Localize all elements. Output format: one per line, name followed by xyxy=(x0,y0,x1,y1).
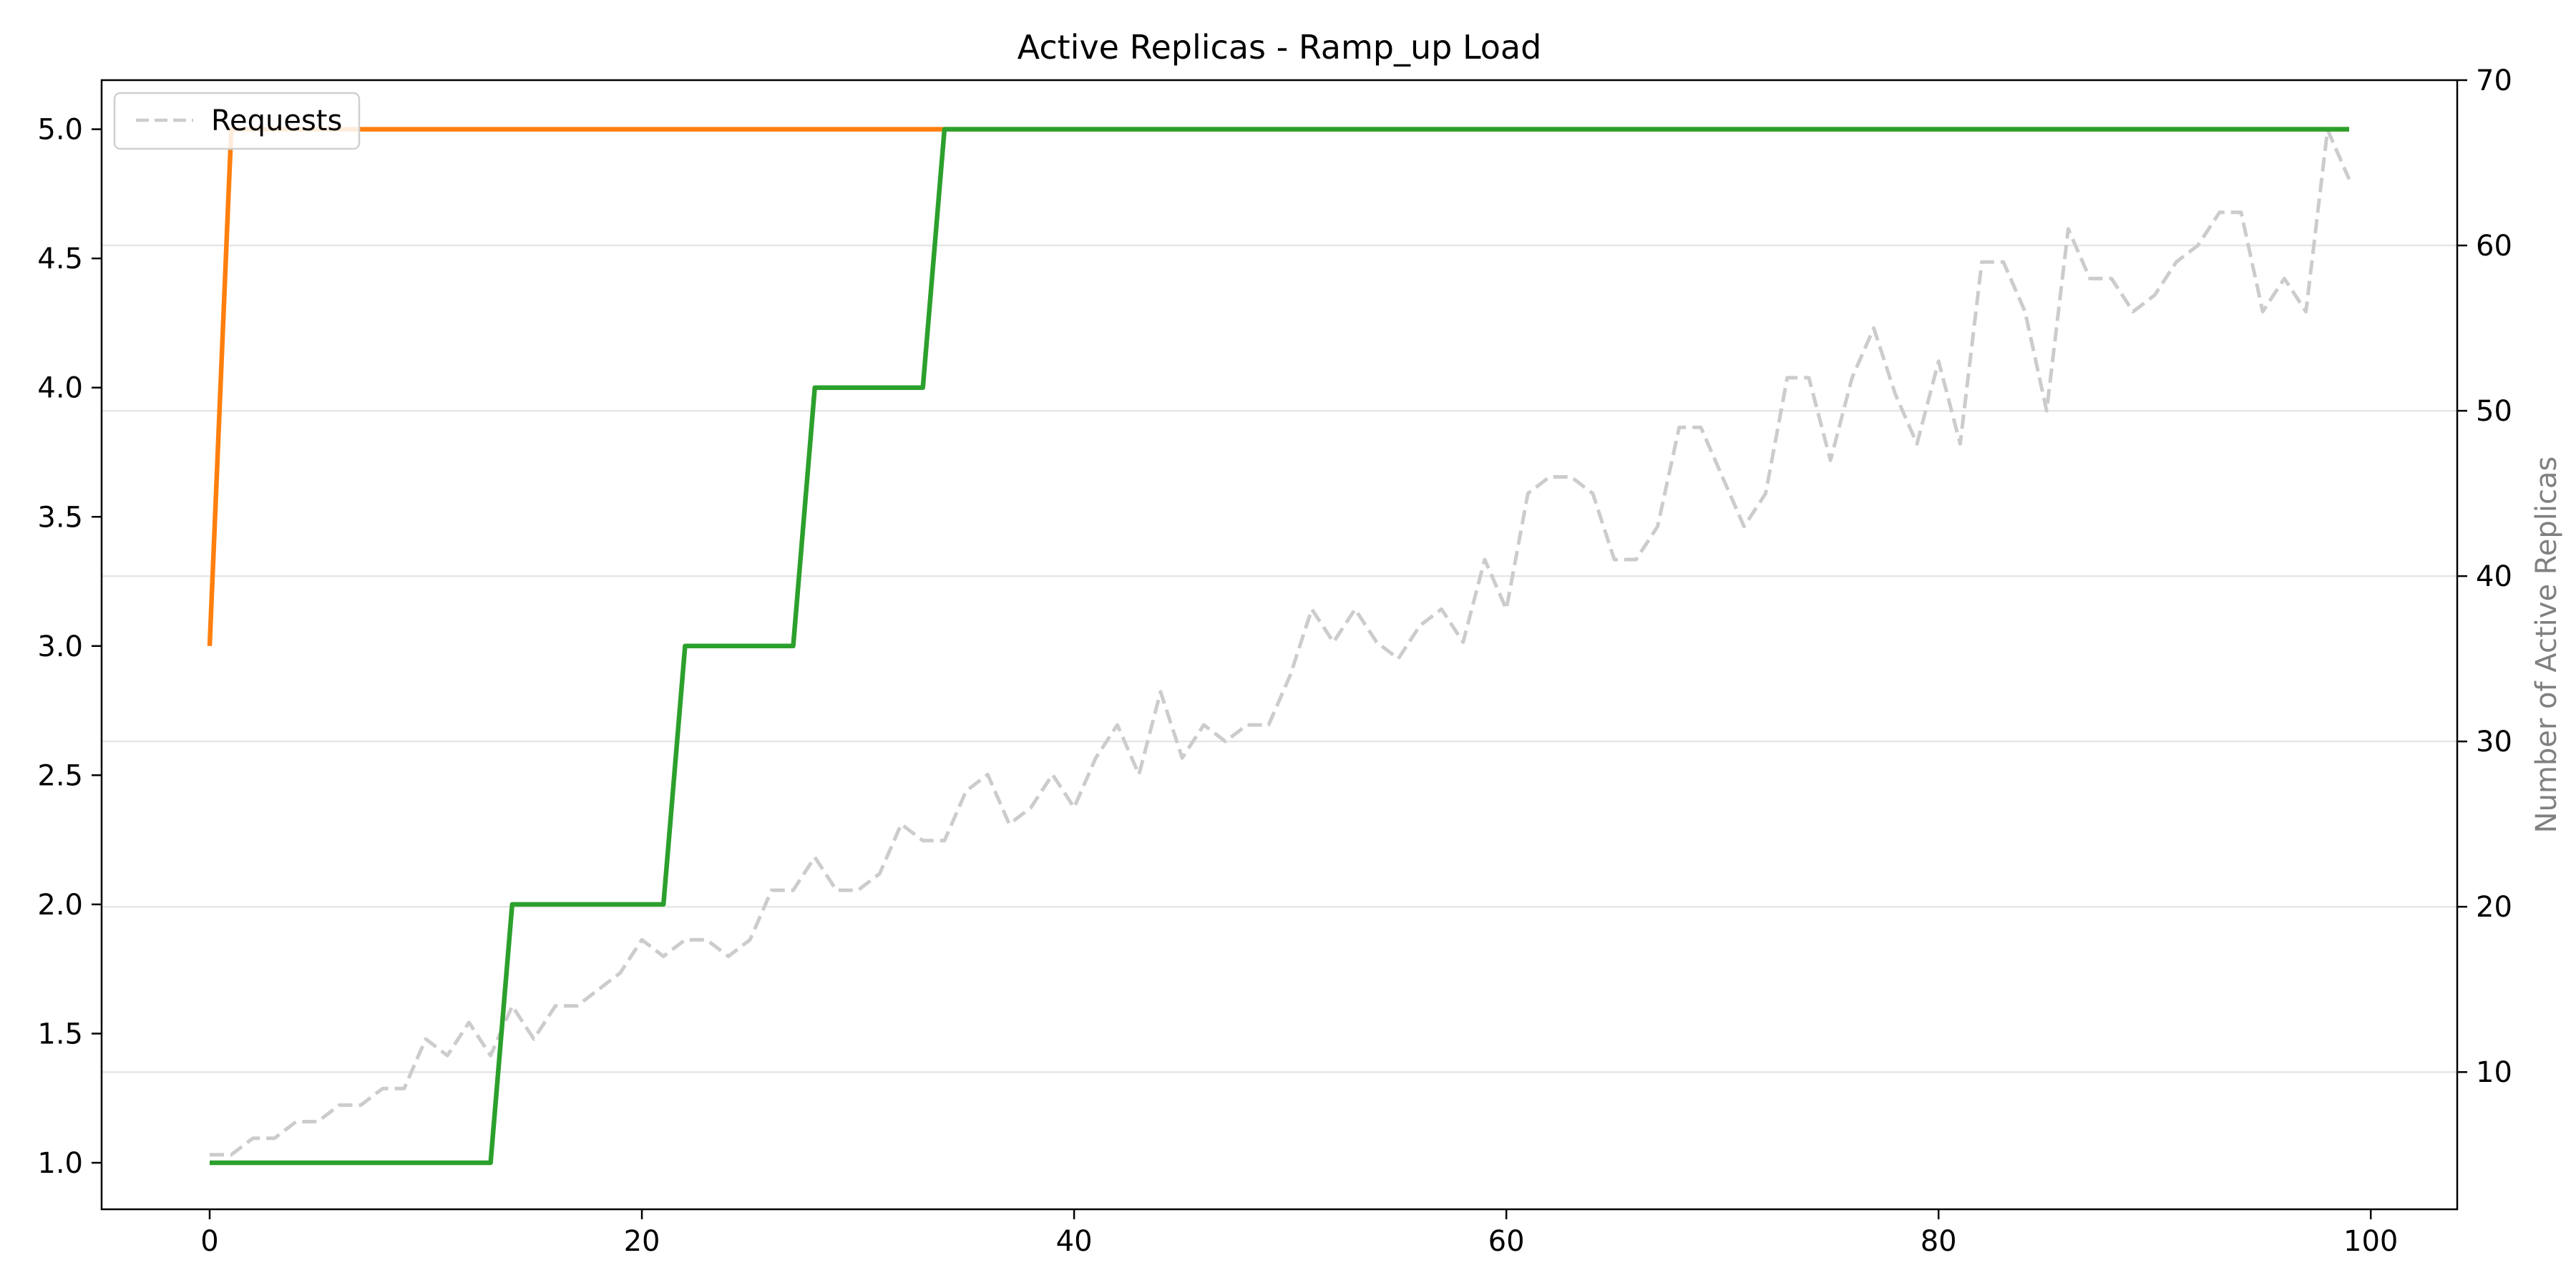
series-line-green xyxy=(210,127,2349,1166)
y-left-tick-label: 3.0 xyxy=(37,630,83,663)
y-axis-right-label: Number of Active Replicas xyxy=(2530,457,2563,834)
y-right-tick-label: 70 xyxy=(2476,64,2512,97)
x-axis: 0 20 40 60 80 100 xyxy=(200,1209,2398,1258)
y-right-tick-label: 10 xyxy=(2476,1056,2512,1089)
y-right-tick-label: 40 xyxy=(2476,560,2512,593)
x-tick-label: 100 xyxy=(2343,1225,2398,1258)
y-right-tick-label: 60 xyxy=(2476,230,2512,263)
y-left-tick-label: 5.0 xyxy=(37,114,83,147)
y-left-tick-label: 4.5 xyxy=(37,243,83,275)
legend: Requests xyxy=(113,92,361,150)
y-right-tick-label: 30 xyxy=(2476,726,2512,758)
y-axis-right: 10 20 30 40 50 60 70 xyxy=(2457,64,2512,1089)
y-left-tick-label: 1.5 xyxy=(37,1018,83,1050)
legend-box xyxy=(113,92,361,150)
y-left-tick-label: 3.5 xyxy=(37,501,83,534)
y-right-tick-label: 50 xyxy=(2476,395,2512,428)
grid-lines xyxy=(102,244,2457,1073)
x-tick-label: 0 xyxy=(200,1225,218,1258)
y-left-tick-label: 2.5 xyxy=(37,759,83,792)
y-left-tick-label: 4.0 xyxy=(37,372,83,405)
series-line-requests xyxy=(210,127,2351,1157)
chart-title: Active Replicas - Ramp_up Load xyxy=(1018,28,1542,67)
y-left-tick-label: 2.0 xyxy=(37,889,83,922)
x-tick-label: 60 xyxy=(1488,1225,1525,1258)
legend-label-requests: Requests xyxy=(211,104,342,137)
x-tick-label: 40 xyxy=(1056,1225,1093,1258)
y-axis-left: 1.0 1.5 2.0 2.5 3.0 3.5 4.0 4.5 5.0 xyxy=(37,114,102,1180)
y-left-tick-label: 1.0 xyxy=(37,1147,83,1180)
y-right-tick-label: 20 xyxy=(2476,891,2512,924)
plot-frame xyxy=(100,79,2459,1211)
x-tick-label: 80 xyxy=(1921,1225,1957,1258)
x-tick-label: 20 xyxy=(624,1225,660,1258)
